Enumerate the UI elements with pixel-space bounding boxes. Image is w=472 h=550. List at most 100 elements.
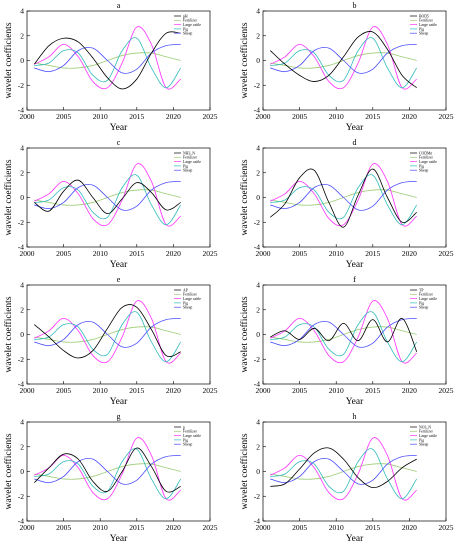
legend-label: Large cattle bbox=[419, 23, 437, 27]
legend-label: pH bbox=[183, 14, 188, 18]
y-tick-label: -2 bbox=[254, 355, 260, 364]
legend-label: Pig bbox=[183, 301, 188, 305]
x-tick-label: 2025 bbox=[439, 523, 454, 532]
y-tick-label: 4 bbox=[20, 7, 24, 16]
series-line-large-cattle bbox=[34, 163, 181, 227]
y-tick-label: -2 bbox=[254, 492, 260, 501]
legend-label: Large cattle bbox=[419, 297, 437, 301]
x-tick-label: 2020 bbox=[166, 112, 181, 121]
y-tick-label: -2 bbox=[18, 81, 24, 90]
y-tick-label: 2 bbox=[20, 31, 24, 40]
series-line-indicator bbox=[270, 30, 417, 89]
y-tick-label: 2 bbox=[20, 168, 24, 177]
y-tick-label: 2 bbox=[20, 305, 24, 314]
legend-label: Fertilizer bbox=[419, 19, 434, 23]
legend-label: Pig bbox=[419, 301, 424, 305]
x-tick-label: 2020 bbox=[166, 386, 181, 395]
chart-panel-e: e 2000 2005 2010 2015 2020 2025 -4 -2 0 2 4 Year wave… bbox=[3, 275, 218, 407]
y-tick-label: -4 bbox=[18, 380, 24, 389]
x-tick-label: 2005 bbox=[292, 112, 307, 121]
series-line-sheep bbox=[34, 181, 181, 211]
y-tick-label: 4 bbox=[256, 7, 260, 16]
x-tick-label: 2025 bbox=[439, 112, 454, 121]
y-tick-label: 4 bbox=[256, 144, 260, 153]
legend-label: Pig bbox=[183, 27, 188, 31]
x-tick-label: 2025 bbox=[439, 249, 454, 258]
legend-label: Large cattle bbox=[419, 160, 437, 164]
x-tick-label: 2010 bbox=[93, 249, 108, 258]
y-tick-label: 2 bbox=[20, 442, 24, 451]
series-line-pig bbox=[34, 174, 182, 226]
legend-label: CODMn bbox=[419, 151, 432, 155]
x-tick-label: 2005 bbox=[56, 386, 71, 395]
x-axis-label: Year bbox=[110, 534, 128, 544]
x-tick-label: 2025 bbox=[439, 386, 454, 395]
panel-title: d bbox=[353, 138, 357, 147]
x-tick-label: 2025 bbox=[203, 523, 218, 532]
series-line-pig bbox=[270, 311, 418, 363]
x-tick-label: 2015 bbox=[365, 523, 380, 532]
y-tick-label: 2 bbox=[256, 305, 260, 314]
x-tick-label: 2025 bbox=[203, 249, 218, 258]
x-tick-label: 2005 bbox=[56, 523, 71, 532]
legend-label: p bbox=[183, 425, 185, 429]
legend-label: Fertilizer bbox=[419, 293, 434, 297]
x-tick-label: 2020 bbox=[402, 112, 417, 121]
x-tick-label: 2010 bbox=[93, 386, 108, 395]
x-axis-label: Year bbox=[346, 260, 364, 270]
x-tick-label: 2000 bbox=[256, 523, 271, 532]
x-tick-label: 2000 bbox=[20, 112, 35, 121]
y-tick-label: -2 bbox=[18, 492, 24, 501]
series-line-indicator bbox=[270, 447, 417, 489]
legend-label: Fertilizer bbox=[419, 156, 434, 160]
legend-label: Large cattle bbox=[183, 23, 201, 27]
x-tick-label: 2005 bbox=[56, 112, 71, 121]
y-tick-label: 0 bbox=[256, 193, 260, 202]
series-line-large-cattle bbox=[34, 300, 181, 364]
y-tick-label: 0 bbox=[20, 467, 24, 476]
legend-label: Fertilizer bbox=[183, 156, 198, 160]
x-tick-label: 2015 bbox=[129, 386, 144, 395]
panel-title: b bbox=[353, 1, 357, 10]
chart-panel-a: a 2000 2005 2010 2015 2020 2025 -4 -2 0 2 4 Year wave… bbox=[3, 1, 218, 133]
series-line-indicator bbox=[270, 168, 417, 228]
series-line-pig bbox=[34, 37, 182, 89]
panel-title: e bbox=[117, 275, 121, 284]
x-tick-label: 2015 bbox=[129, 249, 144, 258]
y-axis-label: wavelet coefficients bbox=[3, 22, 14, 98]
y-tick-label: 0 bbox=[256, 330, 260, 339]
legend-label: Large cattle bbox=[183, 160, 201, 164]
y-tick-label: 0 bbox=[20, 193, 24, 202]
x-axis-label: Year bbox=[346, 534, 364, 544]
panel-title: c bbox=[117, 138, 121, 147]
x-tick-label: 2010 bbox=[93, 112, 108, 121]
series-line-sheep bbox=[34, 455, 181, 485]
legend-label: Large cattle bbox=[183, 434, 201, 438]
x-tick-label: 2010 bbox=[329, 249, 344, 258]
y-tick-label: 4 bbox=[256, 281, 260, 290]
legend-label: Sheep bbox=[419, 306, 428, 310]
chart-panel-d: d 2000 2005 2010 2015 2020 2025 -4 -2 0 2 4 Year wave… bbox=[239, 138, 454, 270]
series-line-indicator bbox=[34, 304, 181, 359]
legend-label: Fertilizer bbox=[419, 430, 434, 434]
series-line-sheep bbox=[270, 44, 417, 74]
legend-label: Pig bbox=[183, 438, 188, 442]
y-tick-label: -2 bbox=[18, 218, 24, 227]
y-tick-label: -4 bbox=[254, 517, 260, 526]
x-tick-label: 2020 bbox=[402, 386, 417, 395]
y-axis-label: wavelet coefficients bbox=[3, 296, 14, 372]
x-tick-label: 2010 bbox=[329, 386, 344, 395]
x-tick-label: 2000 bbox=[20, 249, 35, 258]
series-line-pig bbox=[270, 174, 418, 226]
x-tick-label: 2010 bbox=[329, 523, 344, 532]
x-tick-label: 2000 bbox=[20, 386, 35, 395]
panel-title: a bbox=[117, 1, 121, 10]
y-tick-label: 2 bbox=[256, 31, 260, 40]
y-tick-label: 0 bbox=[256, 56, 260, 65]
x-tick-label: 2025 bbox=[203, 112, 218, 121]
legend-label: Sheep bbox=[183, 306, 192, 310]
y-tick-label: 0 bbox=[20, 330, 24, 339]
chart-panel-f: f 2000 2005 2010 2015 2020 2025 -4 -2 0 2 4 Year wave… bbox=[239, 275, 454, 407]
y-tick-label: -2 bbox=[254, 218, 260, 227]
x-tick-label: 2005 bbox=[292, 249, 307, 258]
